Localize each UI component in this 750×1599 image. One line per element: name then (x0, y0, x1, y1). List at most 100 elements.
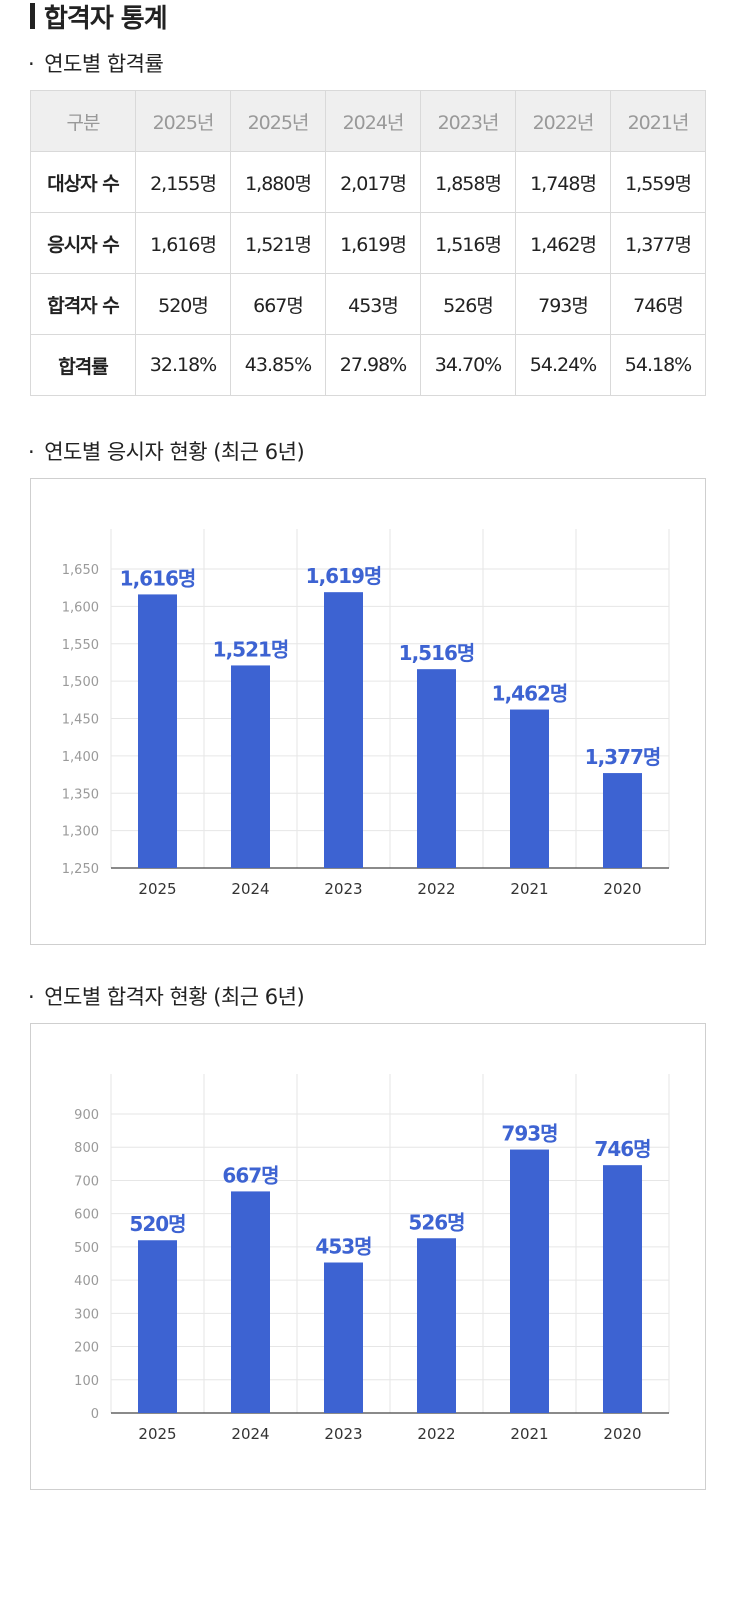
y-tick-label: 1,500 (62, 675, 99, 690)
bar (138, 594, 177, 868)
table-cell: 34.70% (420, 334, 516, 396)
bar-value-label: 520명 (129, 1212, 185, 1236)
bar-value-label: 1,521명 (213, 637, 289, 661)
table-header-cell: 2025년 (230, 90, 326, 152)
y-tick-label: 1,450 (62, 713, 99, 728)
table-cell: 2,155명 (135, 151, 231, 213)
y-tick-label: 800 (74, 1141, 99, 1156)
table-cell: 2,017명 (325, 151, 421, 213)
bar (324, 1262, 363, 1413)
table-cell: 1,462명 (515, 212, 611, 274)
bar (510, 709, 549, 868)
bar-value-label: 1,377명 (585, 745, 661, 769)
bar (603, 773, 642, 868)
table-header-cell: 2024년 (325, 90, 421, 152)
table-header-cell: 구분 (30, 90, 136, 152)
x-tick-label: 2020 (603, 1425, 641, 1443)
x-tick-label: 2021 (510, 1425, 548, 1443)
table-cell: 32.18% (135, 334, 231, 396)
x-tick-label: 2025 (138, 880, 176, 898)
table-cell: 54.24% (515, 334, 611, 396)
bar (324, 592, 363, 868)
y-tick-label: 0 (91, 1407, 99, 1422)
section-title-rate-text: 연도별 합격률 (44, 52, 164, 76)
y-tick-label: 500 (74, 1241, 99, 1256)
table-row: 합격률 32.18% 43.85% 27.98% 34.70% 54.24% 5… (30, 334, 706, 396)
row-label: 합격자 수 (30, 273, 136, 335)
row-label: 대상자 수 (30, 151, 136, 213)
y-tick-label: 1,300 (62, 825, 99, 840)
applicants-bar-chart: 1,250 1,300 1,350 1,400 1,450 1,500 1,550 1,600… (62, 529, 670, 898)
table-cell: 43.85% (230, 334, 326, 396)
table-cell: 1,377명 (610, 212, 706, 274)
bar-value-label: 1,462명 (492, 682, 568, 706)
pass-rate-table: 구분 2025년 2025년 2024년 2023년 2022년 2021년 대… (30, 90, 706, 396)
x-tick-label: 2022 (417, 1425, 455, 1443)
table-header-cell: 2022년 (515, 90, 611, 152)
y-tick-label: 200 (74, 1341, 99, 1356)
y-tick-label: 1,550 (62, 638, 99, 653)
table-header-row: 구분 2025년 2025년 2024년 2023년 2022년 2021년 (30, 90, 706, 152)
x-tick-label: 2024 (231, 880, 269, 898)
y-tick-label: 900 (74, 1108, 99, 1123)
bar-value-label: 793명 (501, 1122, 557, 1146)
section-title-passers: · 연도별 합격자 현황 (최근 6년) (28, 981, 305, 1011)
y-tick-label: 1,350 (62, 787, 99, 802)
table-row: 합격자 수 520명 667명 453명 526명 793명 746명 (30, 273, 706, 335)
page-title-text: 합격자 통계 (44, 3, 168, 34)
page-title: 합격자 통계 (30, 0, 168, 34)
y-tick-label: 300 (74, 1307, 99, 1322)
table-cell: 1,616명 (135, 212, 231, 274)
row-label: 응시자 수 (30, 212, 136, 274)
y-tick-label: 1,250 (62, 862, 99, 877)
bullet-dot: · (28, 985, 35, 1009)
table-row: 응시자 수 1,616명 1,521명 1,619명 1,516명 1,462명… (30, 212, 706, 274)
bar (231, 665, 270, 868)
x-tick-label: 2025 (138, 1425, 176, 1443)
table-cell: 1,619명 (325, 212, 421, 274)
section-title-applicants-text: 연도별 응시자 현황 (최근 6년) (44, 440, 305, 464)
table-cell: 27.98% (325, 334, 421, 396)
y-tick-label: 700 (74, 1174, 99, 1189)
bar (231, 1191, 270, 1413)
table-cell: 1,748명 (515, 151, 611, 213)
bar (510, 1149, 549, 1413)
table-cell: 1,516명 (420, 212, 516, 274)
table-cell: 1,858명 (420, 151, 516, 213)
table-cell: 746명 (610, 273, 706, 335)
y-tick-label: 1,400 (62, 750, 99, 765)
bar-value-label: 1,619명 (306, 564, 382, 588)
bar-value-label: 1,516명 (399, 641, 475, 665)
x-tick-label: 2021 (510, 880, 548, 898)
y-tick-label: 100 (74, 1374, 99, 1389)
passers-chart-container: 0 100 200 300 400 500 600 700 800 900 520명 2025 667명… (30, 1023, 706, 1490)
x-tick-label: 2024 (231, 1425, 269, 1443)
y-tick-label: 1,600 (62, 600, 99, 615)
bullet-dot: · (28, 52, 35, 76)
table-cell: 1,559명 (610, 151, 706, 213)
bar-value-label: 526명 (408, 1210, 464, 1234)
section-title-passers-text: 연도별 합격자 현황 (최근 6년) (44, 985, 305, 1009)
table-cell: 453명 (325, 273, 421, 335)
table-header-cell: 2023년 (420, 90, 516, 152)
table-header-cell: 2025년 (135, 90, 231, 152)
y-tick-label: 600 (74, 1208, 99, 1223)
x-tick-label: 2023 (324, 880, 362, 898)
x-tick-label: 2022 (417, 880, 455, 898)
table-cell: 793명 (515, 273, 611, 335)
table-cell: 1,521명 (230, 212, 326, 274)
table-cell: 1,880명 (230, 151, 326, 213)
y-tick-label: 400 (74, 1274, 99, 1289)
bullet-dot: · (28, 440, 35, 464)
table-header-cell: 2021년 (610, 90, 706, 152)
bar (417, 669, 456, 868)
bar-value-label: 1,616명 (120, 566, 196, 590)
bar (603, 1165, 642, 1413)
table-cell: 54.18% (610, 334, 706, 396)
bar-value-label: 453명 (315, 1235, 371, 1259)
passers-bar-chart: 0 100 200 300 400 500 600 700 800 900 520명 2025 667명… (74, 1074, 670, 1443)
applicants-chart-container: 1,250 1,300 1,350 1,400 1,450 1,500 1,550 1,600… (30, 478, 706, 945)
bar-value-label: 746명 (594, 1137, 650, 1161)
table-cell: 520명 (135, 273, 231, 335)
section-title-applicants: · 연도별 응시자 현황 (최근 6년) (28, 436, 305, 466)
